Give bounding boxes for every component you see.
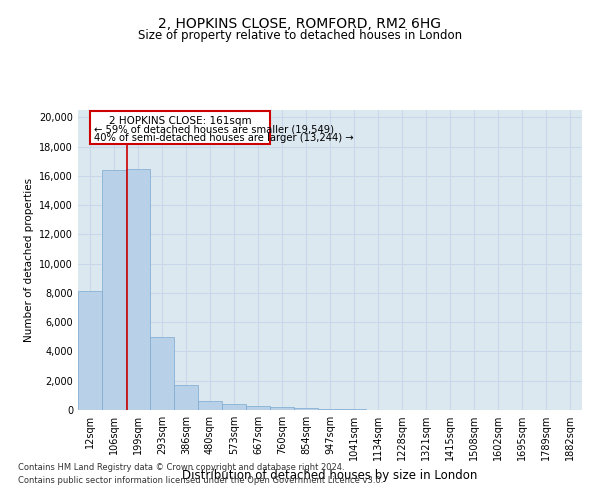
Bar: [91, 112, 270, 144]
Text: Contains public sector information licensed under the Open Government Licence v3: Contains public sector information licen…: [18, 476, 383, 485]
Bar: [318, 409, 342, 410]
Text: ← 59% of detached houses are smaller (19,549): ← 59% of detached houses are smaller (19…: [94, 124, 334, 134]
X-axis label: Distribution of detached houses by size in London: Distribution of detached houses by size …: [182, 468, 478, 481]
Text: 40% of semi-detached houses are larger (13,244) →: 40% of semi-detached houses are larger (…: [94, 134, 354, 143]
Bar: [246, 406, 270, 410]
Text: Contains HM Land Registry data © Crown copyright and database right 2024.: Contains HM Land Registry data © Crown c…: [18, 464, 344, 472]
Bar: [126, 168, 150, 410]
Bar: [222, 404, 246, 410]
Text: 2, HOPKINS CLOSE, ROMFORD, RM2 6HG: 2, HOPKINS CLOSE, ROMFORD, RM2 6HG: [158, 18, 442, 32]
Bar: [294, 408, 318, 410]
Bar: [150, 337, 174, 410]
Y-axis label: Number of detached properties: Number of detached properties: [24, 178, 34, 342]
Bar: [78, 292, 102, 410]
Bar: [198, 401, 222, 410]
Bar: [102, 170, 126, 410]
Bar: [174, 385, 198, 410]
Text: 2 HOPKINS CLOSE: 161sqm: 2 HOPKINS CLOSE: 161sqm: [109, 116, 251, 126]
Bar: [270, 407, 294, 410]
Text: Size of property relative to detached houses in London: Size of property relative to detached ho…: [138, 29, 462, 42]
